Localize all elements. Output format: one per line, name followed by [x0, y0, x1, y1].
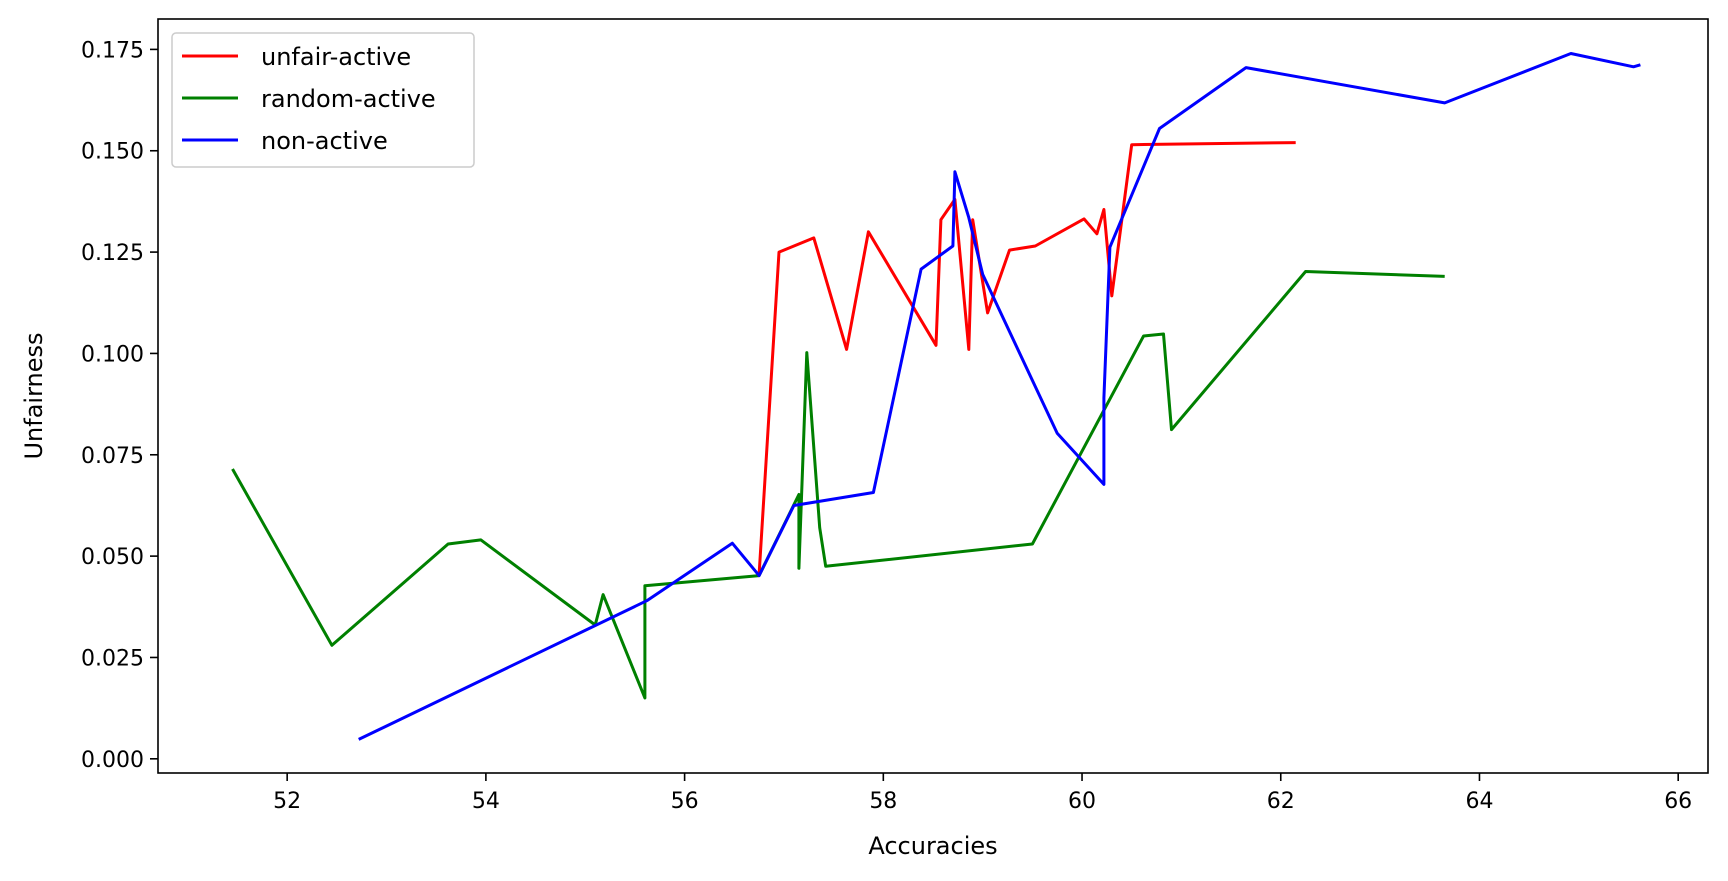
legend: unfair-active random-active non-active: [171, 32, 475, 168]
x-tick-label: 62: [1267, 789, 1295, 814]
series-line-non-active: [358, 52, 1641, 741]
legend-box: [171, 32, 475, 168]
x-tick-label: 64: [1465, 789, 1493, 814]
series-line-random-active: [231, 270, 1445, 700]
y-tick-label: 0.125: [81, 241, 144, 266]
x-axis-label: Accuracies: [868, 832, 997, 860]
legend-label-non-active: non-active: [261, 127, 388, 155]
x-tick-label: 58: [869, 789, 897, 814]
x-axis-ticks: 52 54 56 58 60 62 64 66: [273, 773, 1692, 814]
series-line-unfair-active: [757, 141, 1296, 575]
plot-lines: [231, 52, 1641, 741]
y-axis-label: Unfairness: [20, 332, 48, 459]
y-tick-label: 0.150: [81, 140, 144, 165]
y-tick-label: 0.100: [81, 342, 144, 367]
y-axis-ticks: 0.000 0.025 0.050 0.075 0.100 0.125 0.150 0.175: [81, 38, 158, 773]
y-tick-label: 0.025: [81, 646, 144, 671]
y-tick-label: 0.000: [81, 748, 144, 773]
plot-frame: [157, 18, 1709, 774]
x-tick-label: 56: [671, 789, 699, 814]
y-tick-label: 0.075: [81, 444, 144, 469]
y-tick-label: 0.050: [81, 545, 144, 570]
x-tick-label: 52: [273, 789, 301, 814]
y-tick-label: 0.175: [81, 38, 144, 63]
x-tick-label: 54: [472, 789, 500, 814]
legend-label-unfair-active: unfair-active: [261, 43, 411, 71]
x-tick-label: 60: [1068, 789, 1096, 814]
x-tick-label: 66: [1664, 789, 1692, 814]
legend-label-random-active: random-active: [261, 85, 436, 113]
